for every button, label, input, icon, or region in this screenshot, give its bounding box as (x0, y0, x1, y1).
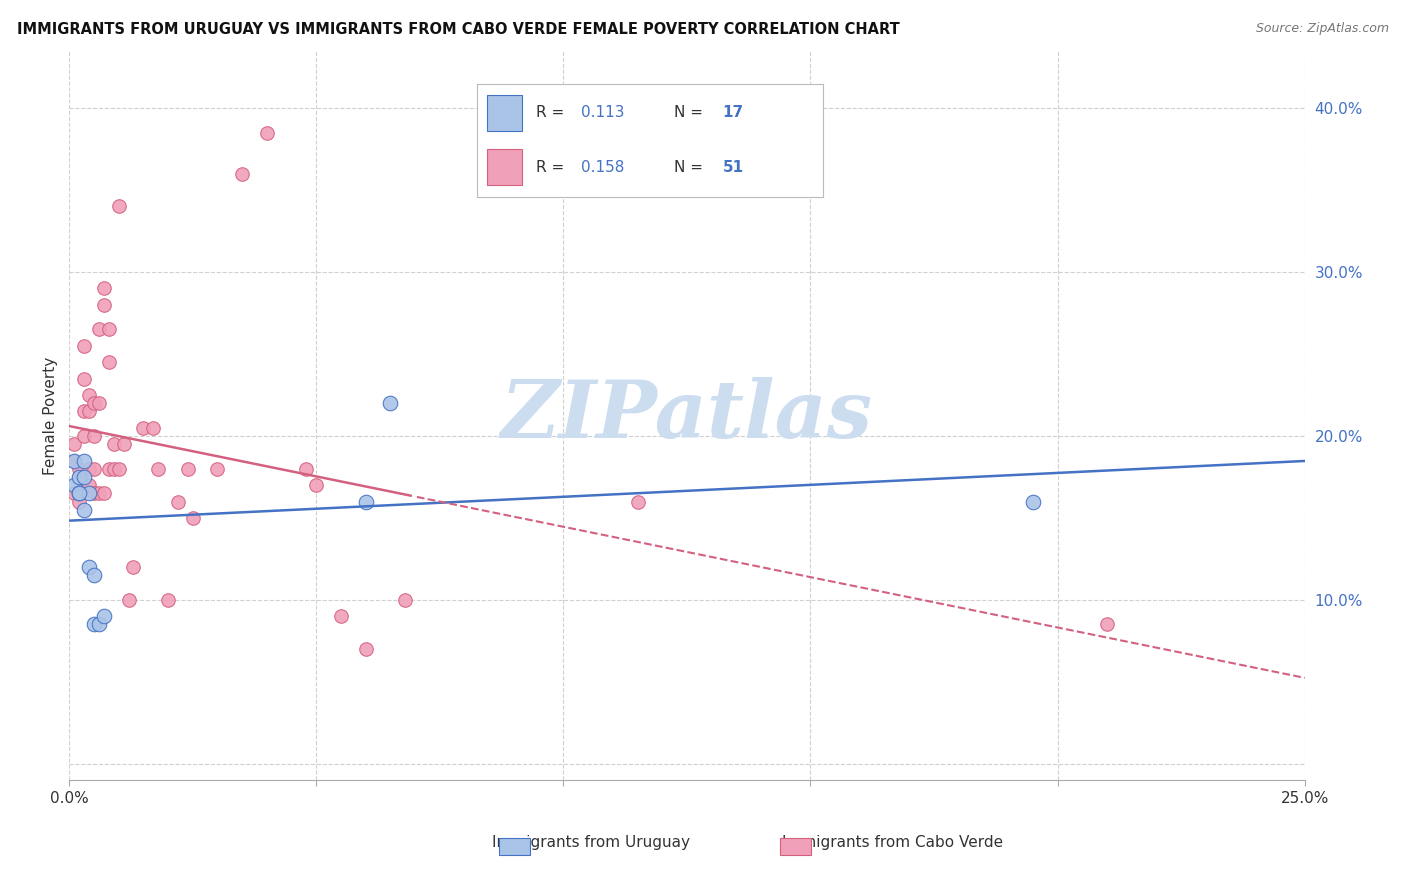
Point (157, 593, 180, 607)
Point (1022, 494, 1045, 508)
Point (354, 642, 377, 657)
Point (1095, 617, 1118, 632)
Point (73, 339, 96, 353)
Point (167, 494, 190, 508)
Point (73, 404, 96, 418)
Point (67, 470, 90, 484)
Y-axis label: Female Poverty: Female Poverty (44, 356, 58, 475)
Point (148, 461, 170, 475)
Text: Source: ZipAtlas.com: Source: ZipAtlas.com (1256, 22, 1389, 36)
Point (73, 470, 96, 484)
Point (380, 396, 402, 410)
Point (87, 486, 110, 500)
Point (77, 478, 100, 492)
Point (295, 461, 318, 475)
Point (207, 461, 229, 475)
Point (117, 593, 139, 607)
Point (87, 396, 110, 410)
Text: IMMIGRANTS FROM URUGUAY VS IMMIGRANTS FROM CABO VERDE FEMALE POVERTY CORRELATION: IMMIGRANTS FROM URUGUAY VS IMMIGRANTS FR… (17, 22, 900, 37)
Point (394, 593, 416, 607)
Point (67, 494, 90, 508)
Point (132, 421, 155, 435)
Point (330, 609, 353, 624)
Point (97, 461, 120, 475)
Point (626, 494, 648, 508)
Text: Immigrants from Uruguay: Immigrants from Uruguay (492, 836, 689, 850)
Point (63, 486, 86, 500)
Point (83, 429, 105, 443)
Point (63, 437, 86, 451)
Point (83, 617, 105, 632)
Point (103, 437, 125, 451)
Point (122, 560, 145, 574)
Point (73, 371, 96, 385)
Text: Immigrants from Cabo Verde: Immigrants from Cabo Verde (782, 836, 1004, 850)
Point (73, 502, 96, 516)
Point (83, 396, 105, 410)
Point (83, 568, 105, 582)
Point (107, 461, 129, 475)
Point (73, 453, 96, 467)
Point (256, 126, 278, 140)
Point (73, 429, 96, 443)
Point (77, 404, 100, 418)
Point (93, 298, 115, 312)
Point (97, 322, 120, 336)
Point (112, 437, 135, 451)
Point (67, 486, 90, 500)
Point (354, 494, 377, 508)
Text: ZIPatlas: ZIPatlas (501, 376, 873, 454)
Point (181, 511, 204, 525)
Point (63, 453, 86, 467)
Point (305, 478, 328, 492)
Point (83, 486, 105, 500)
Point (231, 167, 253, 181)
Point (177, 461, 200, 475)
Point (77, 560, 100, 574)
Point (63, 453, 86, 467)
Point (87, 617, 110, 632)
Point (87, 322, 110, 336)
Point (93, 281, 115, 295)
Point (77, 388, 100, 402)
Point (77, 461, 100, 475)
Point (67, 470, 90, 484)
Point (83, 461, 105, 475)
Point (63, 478, 86, 492)
Point (67, 486, 90, 500)
Point (103, 461, 125, 475)
Point (77, 486, 100, 500)
Point (93, 486, 115, 500)
Point (93, 609, 115, 624)
Point (142, 421, 165, 435)
Point (107, 199, 129, 213)
Point (97, 355, 120, 369)
Point (67, 461, 90, 475)
